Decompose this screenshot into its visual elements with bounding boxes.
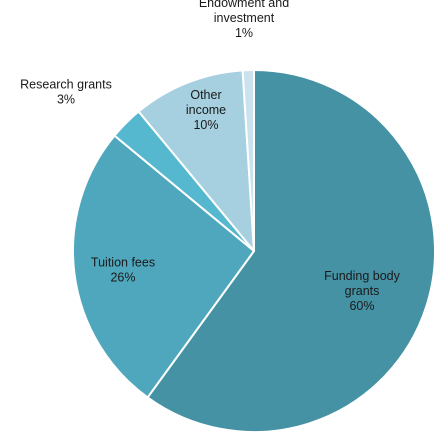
pie-label-endowment-and-investment: Endowment and investment 1% — [199, 0, 289, 40]
pie-slices — [73, 70, 434, 432]
pie-label-research-grants: Research grants 3% — [20, 78, 112, 107]
